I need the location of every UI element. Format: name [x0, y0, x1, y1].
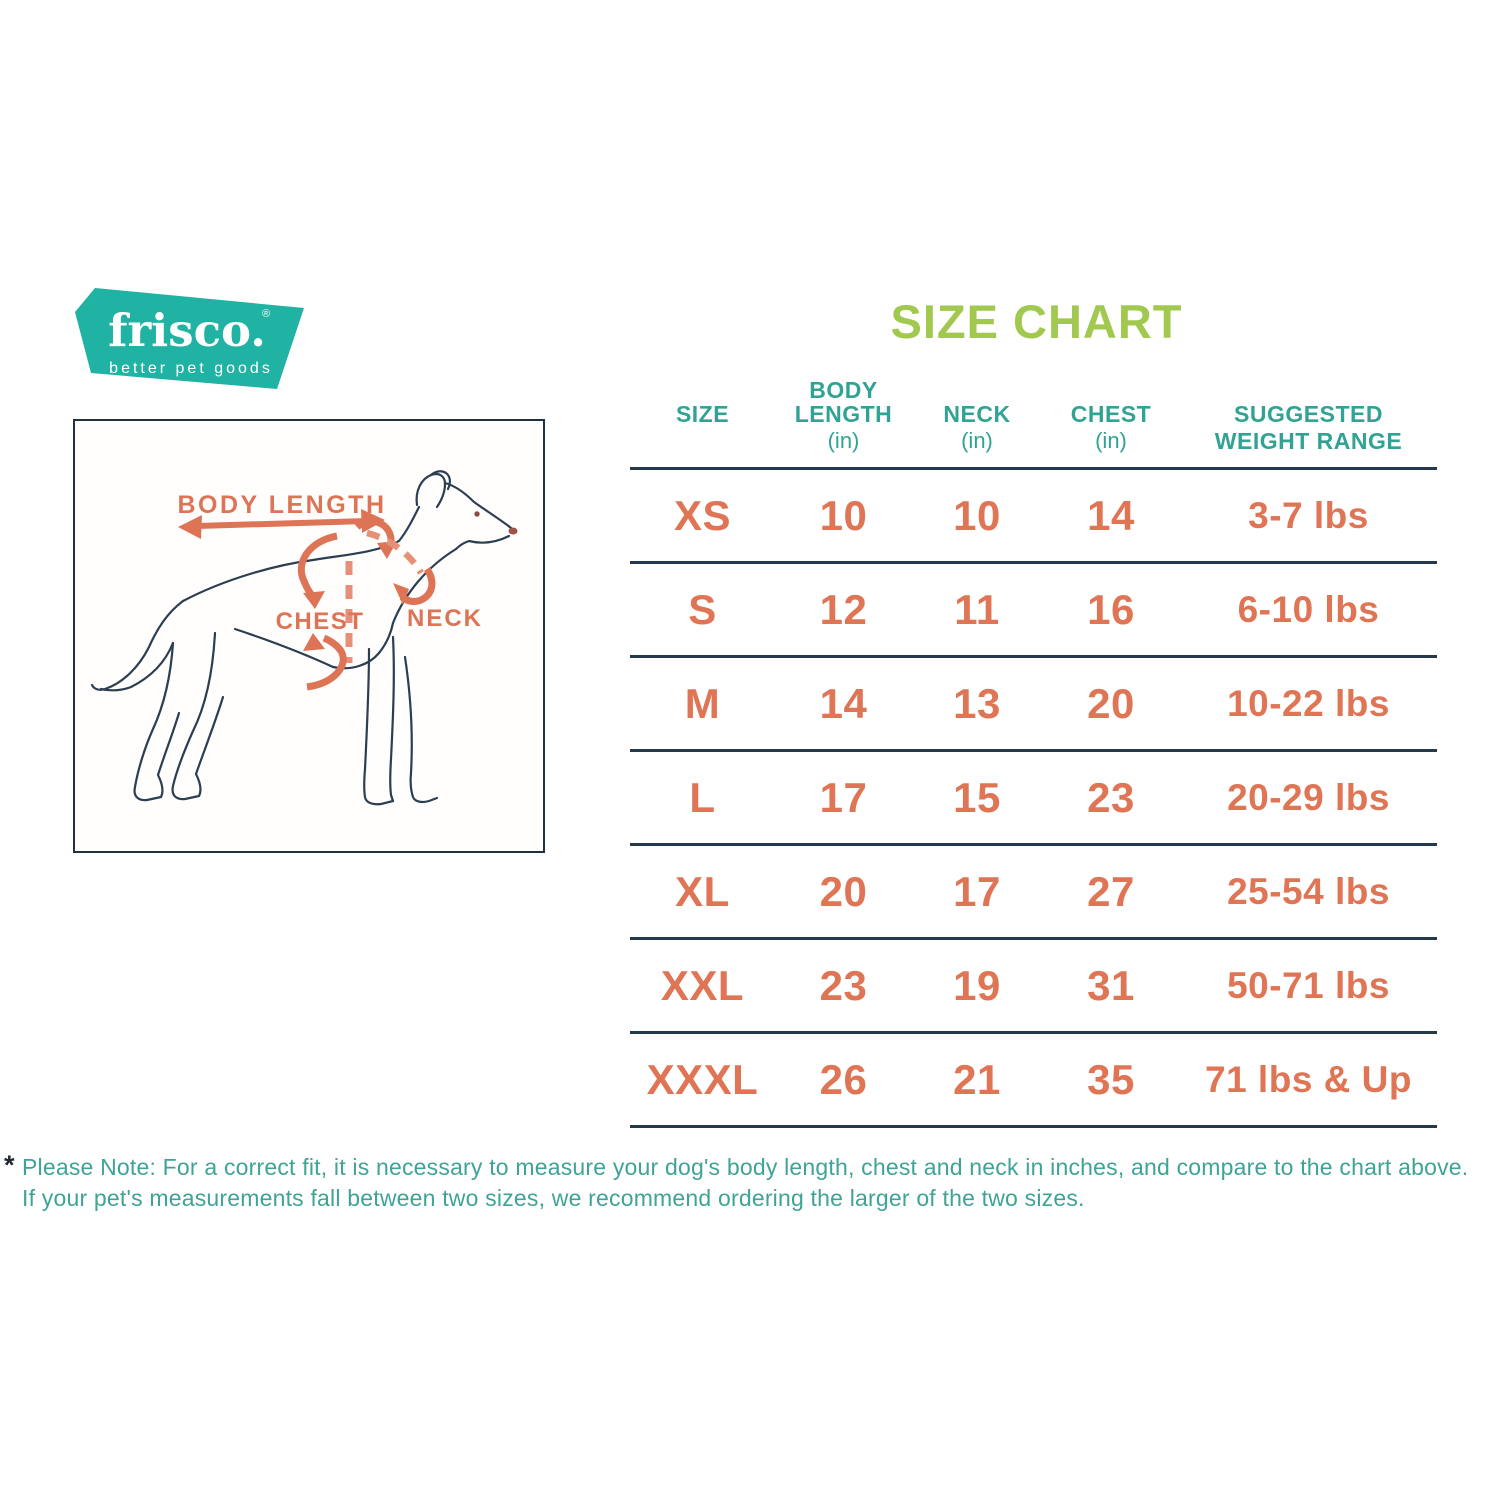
- weight-cell: 25-54 lbs: [1227, 870, 1390, 912]
- column-header-body-length: BODY LENGTH (in): [775, 372, 912, 467]
- header-line: SIZE: [675, 401, 730, 427]
- header-unit: (in): [1095, 428, 1127, 453]
- dog-outline-drawing: [90, 470, 513, 806]
- page-title: SIZE CHART: [890, 295, 1183, 348]
- weight-cell: 20-29 lbs: [1227, 776, 1390, 818]
- size-cell: L: [689, 773, 716, 821]
- chest-label: CHEST: [276, 608, 365, 635]
- frisco-logo: frisco. ® better pet goods: [75, 288, 304, 389]
- dog-eye: [474, 511, 480, 517]
- header-line: WEIGHT RANGE: [1214, 428, 1403, 454]
- table-row-s: S 12 11 16 6-10 lbs: [630, 564, 1437, 658]
- column-header-size: SIZE: [630, 372, 775, 467]
- chest-cell: 23: [1087, 773, 1135, 821]
- table-row-m: M 14 13 20 10-22 lbs: [630, 658, 1437, 752]
- neck-dashed-arc: [366, 529, 424, 575]
- chest-cell: 20: [1087, 679, 1135, 727]
- body-length-cell: 23: [819, 961, 868, 1009]
- footnote: * Please Note: For a correct fit, it is …: [4, 1150, 1494, 1214]
- chest-cell: 14: [1087, 491, 1135, 539]
- size-cell: XL: [675, 867, 730, 915]
- neck-cell: 21: [953, 1055, 1001, 1103]
- column-header-chest: CHEST (in): [1042, 372, 1180, 467]
- chest-upper-arc: [297, 532, 338, 603]
- logo-banner-shape: [75, 288, 304, 389]
- body-length-cell: 26: [819, 1055, 868, 1103]
- weight-cell: 3-7 lbs: [1248, 494, 1369, 536]
- weight-cell: 6-10 lbs: [1237, 588, 1380, 630]
- size-cell: XS: [673, 491, 732, 539]
- registered-mark-icon: ®: [262, 308, 270, 320]
- neck-cell: 10: [953, 491, 1001, 539]
- body-length-cell: 20: [819, 867, 868, 915]
- chest-lower-arc: [306, 634, 347, 691]
- size-cell: S: [688, 585, 717, 633]
- arrow-up-left-icon: [393, 583, 409, 605]
- table-row-xl: XL 20 17 27 25-54 lbs: [630, 846, 1437, 940]
- logo-tagline: better pet goods: [109, 360, 273, 377]
- body-length-cell: 12: [819, 585, 868, 633]
- dog-diagram-svg: BODY LENGTH CHEST NECK: [90, 470, 518, 806]
- header-line: BODY: [809, 377, 878, 403]
- neck-cell: 11: [954, 585, 1000, 633]
- weight-cell: 50-71 lbs: [1227, 964, 1390, 1006]
- column-header-weight-range: SUGGESTED WEIGHT RANGE: [1180, 372, 1437, 467]
- neck-label: NECK: [407, 605, 483, 632]
- body-length-cell: 14: [819, 679, 868, 727]
- body-length-cell: 10: [819, 491, 868, 539]
- body-length-arrow: [196, 518, 368, 529]
- neck-cell: 19: [953, 961, 1001, 1009]
- size-cell: XXL: [660, 961, 745, 1009]
- neck-lower-arc: [399, 567, 436, 605]
- chest-cell: 16: [1087, 585, 1135, 633]
- arrow-up-icon: [303, 633, 325, 651]
- weight-cell: 10-22 lbs: [1227, 682, 1390, 724]
- footnote-line-1: Please Note: For a correct fit, it is ne…: [22, 1154, 1469, 1180]
- table-row-xs: XS 10 10 14 3-7 lbs: [630, 470, 1437, 564]
- logo-brand-text: frisco.: [108, 304, 266, 357]
- neck-cell: 13: [953, 679, 1001, 727]
- arrow-left-icon: [178, 515, 202, 539]
- weight-cell: 71 lbs & Up: [1205, 1058, 1412, 1100]
- column-header-neck: NECK (in): [912, 372, 1042, 467]
- header-line: NECK: [943, 401, 1011, 427]
- dog-nose: [508, 527, 518, 535]
- chest-cell: 35: [1087, 1055, 1135, 1103]
- table-row-xxl: XXL 23 19 31 50-71 lbs: [630, 940, 1437, 1034]
- arrow-down-icon: [303, 591, 325, 609]
- header-line: CHEST: [1070, 401, 1152, 427]
- size-cell: XXXL: [646, 1055, 759, 1103]
- header-unit: (in): [827, 428, 860, 453]
- measurement-annotations: BODY LENGTH CHEST NECK: [178, 491, 483, 691]
- header-line: LENGTH: [794, 401, 893, 427]
- header-unit: (in): [961, 428, 993, 453]
- dog-measurement-diagram: BODY LENGTH CHEST NECK: [73, 419, 545, 853]
- footnote-line-2: If your pet's measurements fall between …: [22, 1185, 1085, 1211]
- neck-cell: 17: [953, 867, 1001, 915]
- chest-cell: 27: [1087, 867, 1135, 915]
- chest-cell: 31: [1087, 961, 1135, 1009]
- table-row-l: L 17 15 23 20-29 lbs: [630, 752, 1437, 846]
- table-header-row: SIZE BODY LENGTH (in) NECK (in) CHEST (i…: [630, 372, 1437, 470]
- asterisk: *: [4, 1150, 15, 1180]
- body-length-cell: 17: [819, 773, 868, 821]
- body-length-label: BODY LENGTH: [178, 491, 387, 519]
- header-line: SUGGESTED: [1234, 401, 1383, 427]
- size-cell: M: [684, 679, 721, 727]
- neck-cell: 15: [953, 773, 1001, 821]
- table-row-xxxl: XXXL 26 21 35 71 lbs & Up: [630, 1034, 1437, 1128]
- size-table: SIZE BODY LENGTH (in) NECK (in) CHEST (i…: [630, 372, 1437, 1128]
